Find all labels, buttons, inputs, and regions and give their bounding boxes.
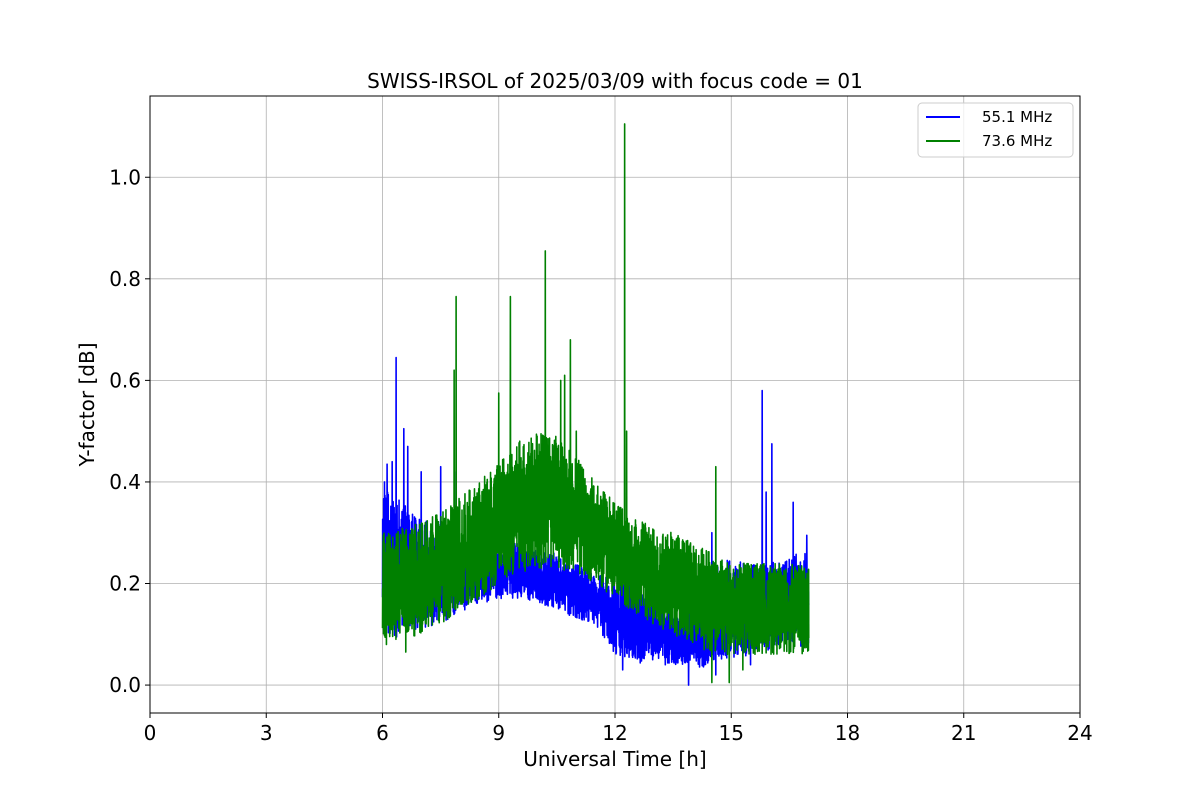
y-axis-label: Y-factor [dB] [75,342,99,467]
x-tick-label: 6 [376,721,389,745]
y-tick-label: 0.8 [109,267,141,291]
y-tick-label: 0.4 [109,470,141,494]
x-tick-label: 9 [492,721,505,745]
x-tick-label: 24 [1067,721,1092,745]
x-tick-label: 18 [835,721,860,745]
axis-ticks: 0 3 6 9 12 15 18 21 24 0.0 0.2 0.4 0.6 0.8 1.0 [109,165,1093,745]
series-line-73-6-mhz [381,123,810,684]
y-tick-label: 1.0 [109,165,141,189]
x-tick-label: 12 [602,721,627,745]
x-axis-label: Universal Time [h] [523,747,706,771]
x-tick-label: 3 [260,721,273,745]
legend-label-73-6: 73.6 MHz [982,132,1052,150]
x-tick-label: 0 [144,721,157,745]
series-lines [381,123,810,686]
legend-label-55-1: 55.1 MHz [982,108,1052,126]
legend: 55.1 MHz 73.6 MHz [917,102,1074,158]
y-tick-label: 0.2 [109,572,141,596]
y-tick-label: 0.0 [109,673,141,697]
x-tick-label: 15 [719,721,744,745]
chart-title: SWISS-IRSOL of 2025/03/09 with focus cod… [367,69,863,93]
y-tick-label: 0.6 [109,368,141,392]
x-tick-label: 21 [951,721,976,745]
